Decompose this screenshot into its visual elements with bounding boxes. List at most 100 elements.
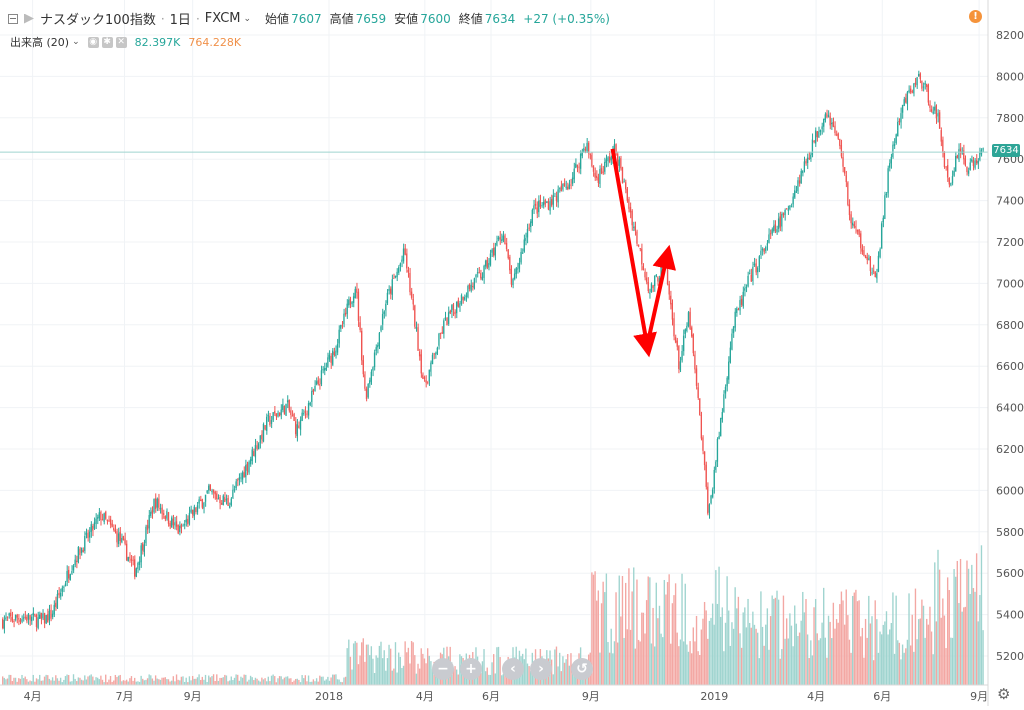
scroll-right-button[interactable]: ›	[530, 658, 552, 680]
data-source[interactable]: FXCM	[204, 11, 241, 26]
volume-bar	[484, 671, 487, 685]
candle-body	[249, 459, 252, 465]
candle-body	[633, 226, 635, 228]
volume-bar	[319, 675, 321, 685]
candle-body	[814, 130, 817, 144]
candle-body	[357, 291, 360, 321]
interval[interactable]: 1日	[169, 13, 191, 28]
candle-body	[204, 494, 207, 502]
candle-body	[736, 308, 738, 313]
candle-body	[758, 256, 760, 267]
volume-label[interactable]: 出来高 (20)	[10, 36, 70, 49]
candle-body	[953, 170, 955, 176]
volume-bar	[412, 642, 414, 685]
volume-bar	[913, 651, 915, 685]
candle-body	[274, 411, 276, 414]
volume-bar	[80, 679, 83, 685]
high-label: 高値	[329, 12, 354, 26]
volume-bar	[457, 674, 459, 685]
volume-bar	[314, 681, 316, 685]
candle-body	[51, 613, 54, 618]
candle-body	[673, 318, 675, 337]
volume-bar	[84, 675, 86, 685]
volume-bar	[774, 597, 777, 685]
volume-bar	[710, 617, 712, 685]
volume-bar	[634, 648, 637, 685]
volume-bar	[792, 646, 794, 685]
volume-bar	[860, 636, 862, 685]
candle-body	[818, 131, 820, 138]
candle-body	[446, 317, 448, 326]
volume-bar	[154, 675, 157, 685]
candle-body	[658, 278, 661, 283]
candle-body	[50, 609, 52, 619]
volume-bar	[658, 605, 661, 685]
volume-bar	[858, 600, 860, 685]
scroll-left-button[interactable]: ‹	[502, 658, 524, 680]
volume-bar	[225, 675, 228, 685]
volume-bar	[784, 638, 786, 685]
volume-bar	[142, 678, 144, 685]
volume-bar	[687, 651, 690, 685]
volume-bar	[483, 649, 485, 685]
volume-bar	[719, 616, 722, 685]
volume-bar	[740, 647, 743, 685]
close-icon[interactable]: ✕	[115, 36, 127, 48]
volume-bar	[180, 676, 183, 685]
warning-icon[interactable]: !	[969, 10, 982, 23]
chart-type-icon[interactable]	[24, 13, 34, 24]
volume-bar	[831, 638, 833, 685]
volume-bar	[53, 680, 55, 685]
candle-body	[832, 121, 834, 127]
candle-body	[457, 300, 459, 307]
volume-bar	[174, 681, 176, 685]
volume-bar	[613, 641, 616, 685]
volume-bar	[777, 599, 780, 685]
candle-body	[600, 168, 603, 174]
volume-bar	[660, 633, 662, 685]
volume-bar	[893, 653, 896, 685]
volume-bar	[678, 646, 680, 685]
volume-bar	[3, 677, 5, 685]
volume-bar	[734, 587, 736, 685]
candle-body	[645, 277, 648, 282]
volume-bar	[800, 620, 802, 685]
zoom-out-button[interactable]: −	[432, 658, 454, 680]
collapse-icon[interactable]	[8, 13, 18, 24]
candle-body	[625, 182, 627, 190]
candle-body	[441, 332, 443, 334]
volume-bar	[874, 600, 876, 685]
volume-bar	[406, 652, 408, 685]
candle-body	[905, 97, 907, 103]
symbol-name[interactable]: ナスダック100指数	[40, 13, 156, 28]
volume-bar	[636, 579, 638, 685]
volume-bar	[177, 679, 179, 685]
grid	[0, 0, 988, 685]
settings-icon[interactable]: ✱	[101, 36, 113, 48]
volume-bar	[76, 681, 78, 685]
candle-body	[848, 204, 851, 216]
candle-body	[789, 205, 791, 210]
reset-button[interactable]: ↺	[571, 658, 593, 680]
candle-body	[768, 234, 770, 243]
candle-body	[808, 157, 810, 159]
chevron-down-icon[interactable]: ⌄	[243, 13, 252, 24]
chevron-down-icon[interactable]: ⌄	[72, 37, 80, 47]
gear-icon[interactable]: ⚙	[997, 685, 1011, 703]
eye-icon[interactable]: ◉	[87, 36, 99, 48]
candle-body	[87, 532, 89, 539]
volume-bar	[499, 657, 501, 685]
y-tick-label: 8000	[996, 70, 1024, 83]
candle-body	[34, 613, 36, 616]
volume-bar	[953, 569, 955, 685]
volume-bar	[905, 648, 907, 685]
volume-bar	[481, 661, 484, 685]
volume-bar	[906, 639, 909, 685]
candle-body	[929, 104, 931, 108]
candle-body	[11, 617, 13, 621]
candle-body	[893, 144, 896, 147]
zoom-in-button[interactable]: +	[460, 658, 482, 680]
candle-body	[497, 237, 500, 240]
candle-body	[398, 267, 400, 273]
